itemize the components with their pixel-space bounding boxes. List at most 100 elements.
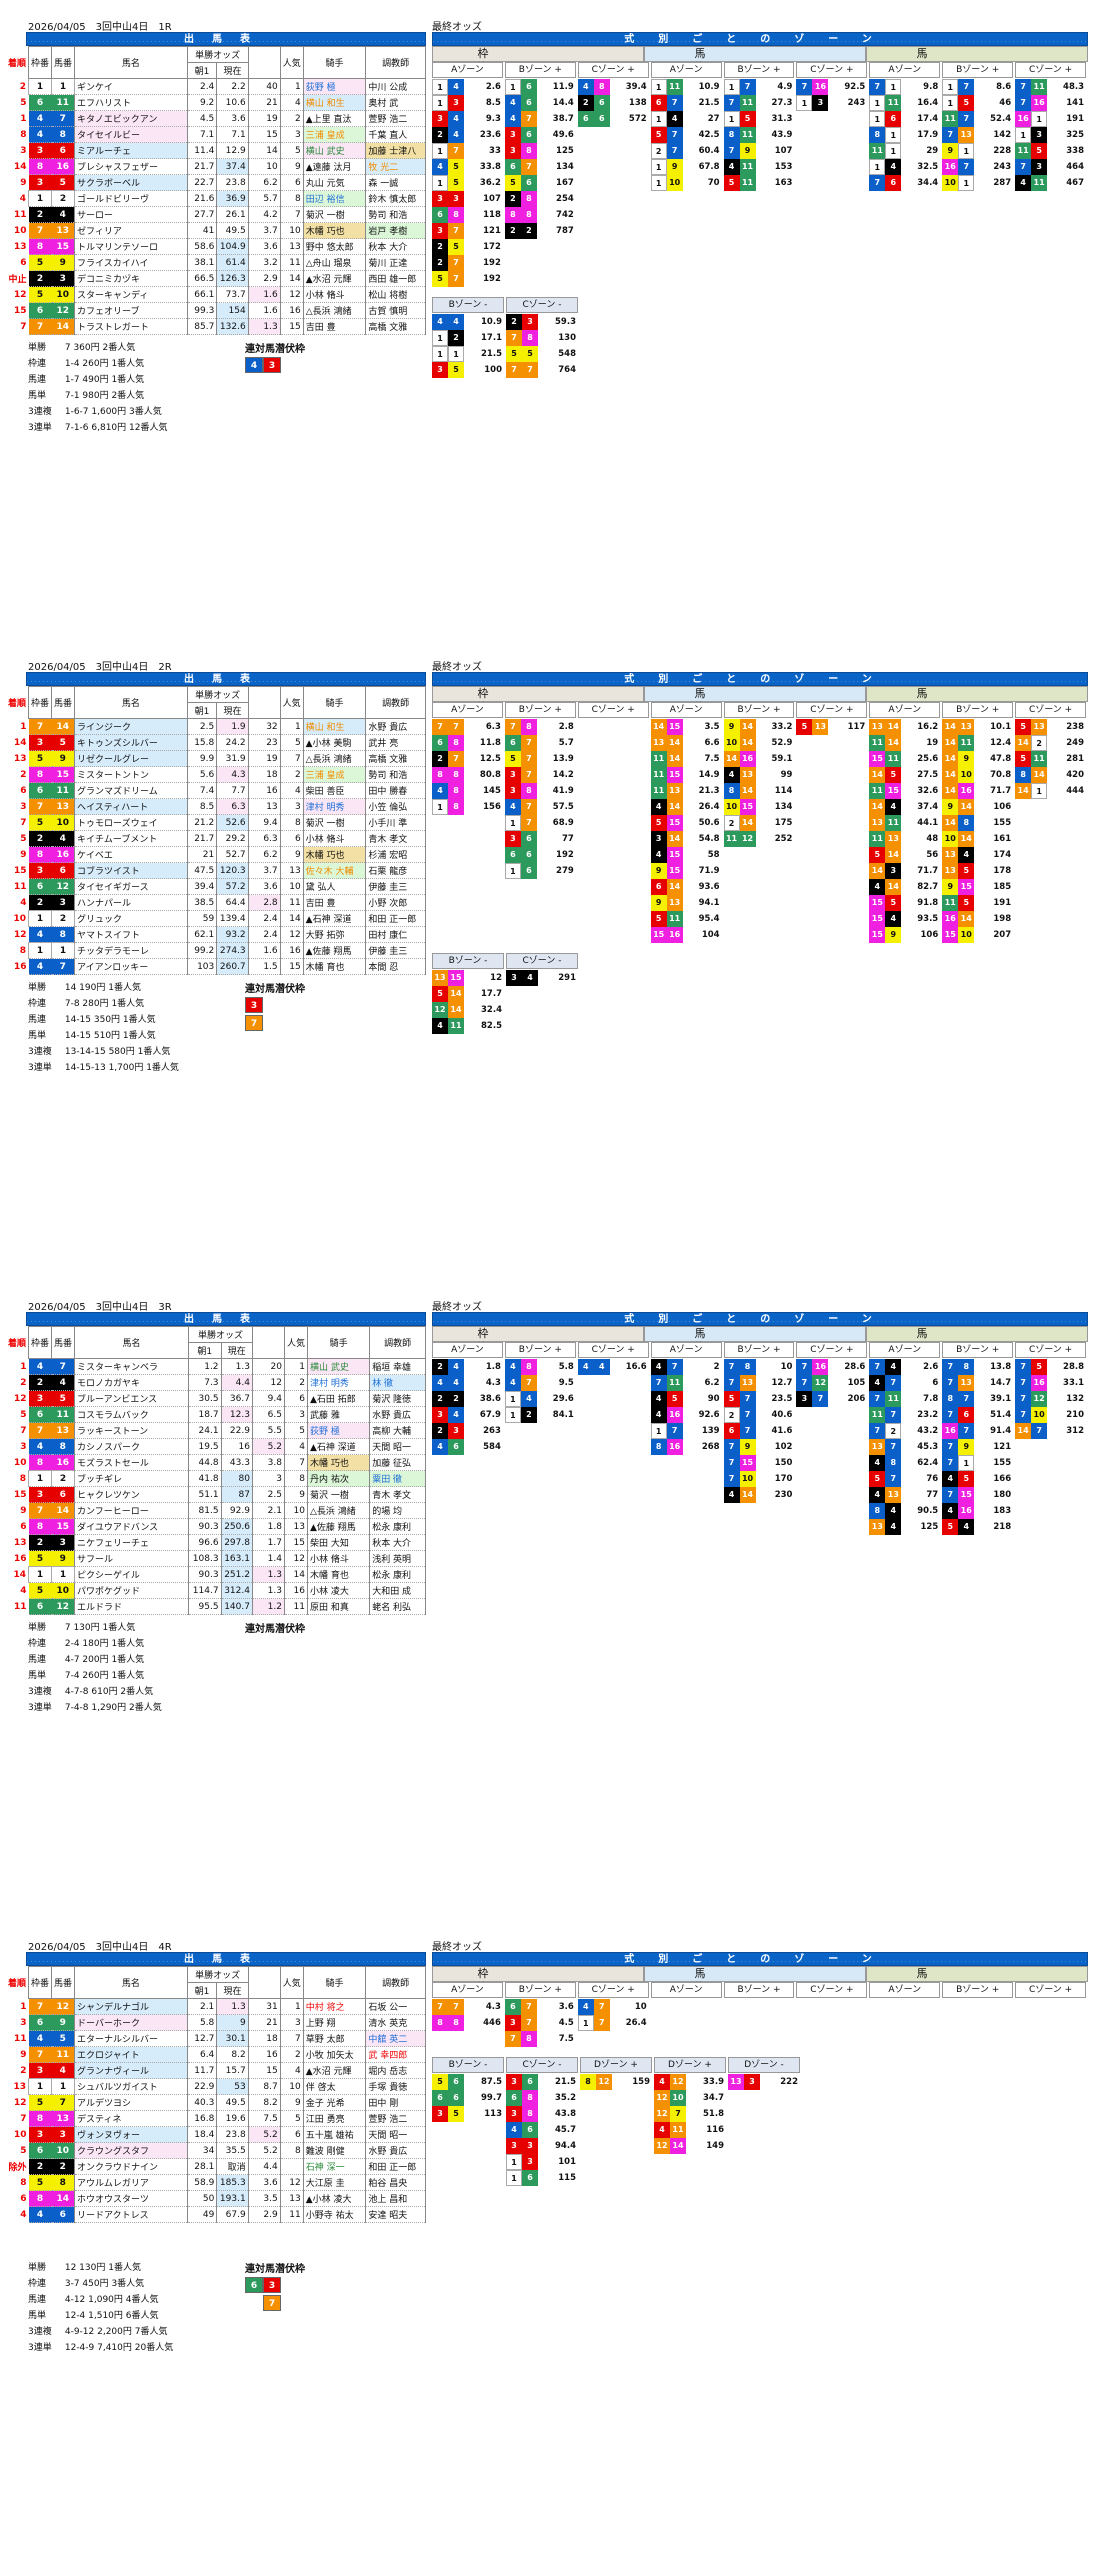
runner-row[interactable]: 13 5 9 リゼクールグレー 9.9 31.9 19 7 △長浜 鴻緒 高橋 文雅 [6, 750, 426, 767]
payout-results: 単勝 12 130円 1番人気 枠連 3-7 450円 3番人気 馬連 4-12 1… [28, 2260, 173, 2356]
zone-row: 13 3 222 [728, 2074, 800, 2090]
runner-row[interactable]: 11 6 12 エルドラド 95.5 140.7 1.2 11 原田 和真 蛯名 利弘 [6, 1598, 426, 1615]
combo-cell: 8 [958, 815, 975, 831]
runner-row[interactable]: 16 4 7 アイアンロッキー 103 260.7 1.5 15 木幡 育也 本間 忍 [6, 958, 426, 975]
runner-row[interactable]: 9 7 11 エクロジャイト 6.4 8.2 16 2 小牧 加矢太武 幸四郎 [6, 2046, 426, 2063]
runner-row[interactable]: 5 6 11 コスモラムバック 18.7 12.3 6.5 3 武藤 雅水野 貴広 [6, 1406, 426, 1423]
combo-cell: 4 [504, 111, 521, 127]
runner-row[interactable]: 10 8 16 モズラストセール 44.8 43.3 3.8 7 木幡 巧也 加藤 征弘 [6, 1454, 426, 1471]
runner-row[interactable]: 15 3 6 コブラツイスト 47.5 120.3 3.7 13 佐々木 大輔 石栗 龍彦 [6, 862, 426, 879]
zone-row: 7 16 33.1 [1015, 1375, 1086, 1391]
odds-value: 29 [926, 146, 939, 156]
runner-row[interactable]: 9 7 14 カンフーヒーロー 81.5 92.9 2.1 10 △長浜 鴻緒 的場 均 [6, 1502, 426, 1519]
odds-value: 102 [774, 1442, 793, 1452]
payout-line: 馬単 12-4 1,510円 6番人気 [28, 2311, 159, 2321]
combo-cell: 8 [522, 2090, 538, 2106]
runner-row[interactable]: 除外 2 2 オンクラウドナイン 28.1 取消 4.4 石神 深一 和田 正一郎 [6, 2158, 426, 2175]
combo-cell: 14 [448, 986, 464, 1002]
runner-row[interactable]: 11 4 5 エターナルシルバー 12.7 30.1 18 7 草野 太郎 中舘 英二 [6, 2030, 426, 2047]
runner-row[interactable]: 13 2 3 ニケフェリーチェ 96.6 297.8 1.7 15 柴田 大知 秋本 大介 [6, 1534, 426, 1551]
zone-row: 10 14 52.9 [723, 735, 795, 751]
runner-row[interactable]: 15 6 12 カフェオリーブ 99.3 154 1.6 16 △長浜 鴻緒 古賀 慎明 [6, 302, 426, 319]
zone-row: 14 16 59.1 [723, 751, 795, 767]
combo-cell: 11 [869, 1407, 886, 1423]
zone-row: 15 16 104 [650, 927, 722, 943]
runner-row[interactable]: 5 6 10 クラウングスタフ 34 35.5 5.2 8 難波 剛健 水野 貴広 [6, 2142, 426, 2159]
runner-row[interactable]: 3 7 13 ヘイスティハート 8.5 6.3 13 3 津村 明秀 小笠 倫弘 [6, 798, 426, 815]
runner-row[interactable]: 7 7 13 ラッキーストーン 24.1 22.9 5.5 5 荻野 極高柳 大輔 [6, 1422, 426, 1439]
runner-row[interactable]: 11 2 4 サーロー 27.7 26.1 4.2 7 菊沢 一樹 勢司 和浩 [6, 206, 426, 223]
runner-row[interactable]: 10 3 3 ヴォンヌヴォー 18.4 23.8 5.2 6 五十嵐 雄祐 天間 昭一 [6, 2126, 426, 2143]
runner-row[interactable]: 12 4 8 ヤマトスイフト 62.1 93.2 2.4 12 大野 拓弥 田村 康仁 [6, 926, 426, 943]
runner-row[interactable]: 9 8 16 ケイベエ 21 52.7 6.2 9 木幡 巧也 杉浦 宏昭 [6, 846, 426, 863]
zone-row: 1 7 8.6 [942, 79, 1013, 95]
zone-row: 11 15 32.6 [869, 783, 940, 799]
runner-row[interactable]: 13 8 15 トルマリンテソーロ 58.6 104.9 3.6 13 野中 悠太郎 秋本 … [6, 238, 426, 255]
runner-row[interactable]: 6 6 11 グランマズドリーム 7.4 7.7 16 4 柴田 善臣 田中 勝春 [6, 782, 426, 799]
runner-row[interactable]: 15 3 6 ヒャクレツケン 51.1 87 2.5 9 菊沢 一樹 青木 孝文 [6, 1486, 426, 1503]
combo-cell: 16 [666, 927, 683, 943]
runner-row[interactable]: 14 8 16 ブレシャスフェザー 21.7 37.4 10 9 ▲遠藤 汰月牧 光二 [6, 158, 426, 175]
runner-row[interactable]: 6 8 15 ダイユウアドバンス 90.3 250.6 1.8 13 ▲佐藤 翔馬 松永 康… [6, 1518, 426, 1535]
runner-row[interactable]: 10 7 13 ゼフィリア 41 49.5 3.7 10 木幡 巧也 岩戸 孝樹 [6, 222, 426, 239]
combo-cell: 7 [723, 1375, 740, 1391]
runner-row[interactable]: 7 5 10 トゥモローズウェイ 21.2 52.6 9.4 8 菊沢 一樹 小手川 準 [6, 814, 426, 831]
zone-row: 11 7 52.4 [942, 111, 1013, 127]
runner-row[interactable]: 7 8 13 デスティネ 16.8 19.6 7.5 5 江田 勇亮 萱野 浩二 [6, 2110, 426, 2127]
combo-cell: 7 [723, 143, 740, 159]
runner-row[interactable]: 1 7 12 シャンデルナゴル 2.1 1.3 31 1 中村 将之 石坂 公一 [6, 1998, 426, 2015]
runner-row[interactable]: 6 8 14 ホウオウスターツ 50 193.1 3.5 13 ▲小林 凌大 池上 昌和 [6, 2190, 426, 2207]
runner-row[interactable]: 12 5 7 アルデツヨシ 40.3 49.5 8.2 9 金子 光希 田中 剛 [6, 2094, 426, 2111]
runner-row[interactable]: 1 7 14 ラインジーク 2.5 1.9 32 1 横山 和生 水野 貴広 [6, 718, 426, 735]
runner-row[interactable]: 12 3 5 ブルーアンビエンス 30.5 36.7 9.4 6 ▲石田 拓郎 菊沢 隆徳 [6, 1390, 426, 1407]
tan_c_plus: Cゾーン +5 13 238 14 2 249 5 11 281 8 14 420 14 1 444 [1015, 702, 1087, 943]
runner-row[interactable]: 11 6 12 タイセイギガース 39.4 57.2 3.6 10 黛 弘人 伊藤 圭三 [6, 878, 426, 895]
odds-value: 9.5 [558, 1378, 574, 1388]
runner-row[interactable]: 中止 2 3 デコニミカヅキ 66.5 126.3 2.9 14 ▲水沼 元輝 西田 雄一郎 [6, 270, 426, 287]
runner-row[interactable]: 10 1 2 グリュック 59 139.4 2.4 14 ▲石神 深道 和田 正一郎 [6, 910, 426, 927]
runner-row[interactable]: 13 1 1 シュバルツガイスト 22.9 53 8.7 10 伴 啓太 手塚 貴徳 [6, 2078, 426, 2095]
runner-row[interactable]: 16 5 9 サフール 108.3 163.1 1.4 12 小林 脩斗 浅利 英明 [6, 1550, 426, 1567]
zone-row: 6 7 41.6 [723, 1423, 795, 1439]
odds-value: 1.8 [485, 1362, 501, 1372]
uma_d_plus: Dゾーン +8 12 159 [580, 2057, 652, 2186]
runner-row[interactable]: 4 5 10 パワポケグッド 114.7 312.4 1.3 16 小林 凌大 大和田 成 [6, 1582, 426, 1599]
runner-row[interactable]: 14 3 5 キトゥンズシルバー 15.8 24.2 23 5 ▲小林 美駒 武井 亮 [6, 734, 426, 751]
zone-row: 2 7 12.5 [432, 751, 503, 767]
zone-row: 6 6 572 [577, 111, 649, 127]
zone-row: 4 6 14.4 [504, 95, 576, 111]
waku_a: Aゾーン 7 7 6.3 6 8 11.8 2 7 12.5 8 8 80.8 4 8 145 1 8 156 [432, 702, 503, 943]
runner-row[interactable]: 5 6 11 エフハリスト 9.2 10.6 21 4 横山 和生 奥村 武 [6, 94, 426, 111]
combo-cell: 4 [432, 159, 448, 175]
odds-value: 420 [1066, 770, 1085, 780]
runner-row[interactable]: 7 7 14 トラストレガート 85.7 132.6 1.3 15 吉田 豊高橋 文雅 [6, 318, 426, 335]
odds-value: 291 [558, 973, 576, 983]
combo-cell: 4 [723, 767, 740, 783]
combo-cell: 4 [577, 1999, 594, 2015]
runner-row[interactable]: 14 1 1 ピクシーゲイル 90.3 251.2 1.3 14 木幡 育也 松永 康利 [6, 1566, 426, 1583]
combo-cell: 13 [958, 719, 975, 735]
combo-cell: 13 [1031, 719, 1048, 735]
runner-row[interactable]: 12 5 10 スターキャンディ 66.1 73.7 1.6 12 小林 脩斗 松山 将樹 [6, 286, 426, 303]
runner-row[interactable]: 2 8 15 ミスタートントン 5.6 4.3 18 2 三浦 皇成 勢司 和浩 [6, 766, 426, 783]
zone-row: 7 12 132 [1015, 1391, 1086, 1407]
zone-row: 16 14 198 [942, 911, 1013, 927]
